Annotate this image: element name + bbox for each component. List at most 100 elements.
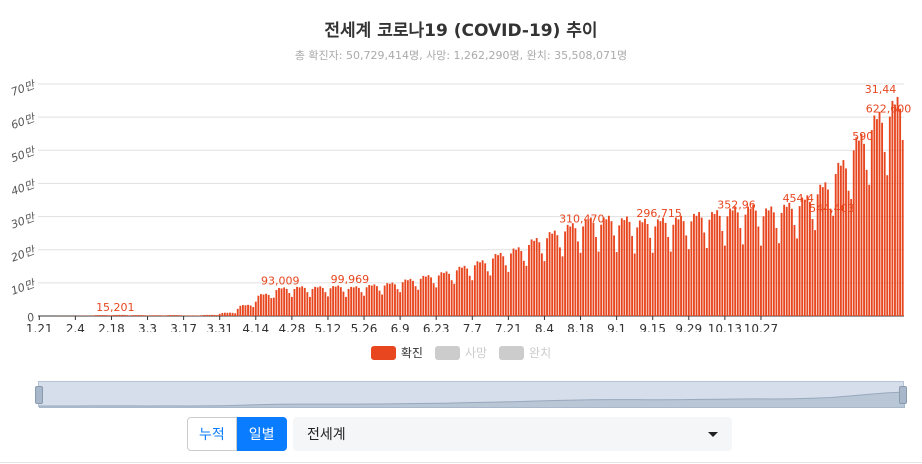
bar-confirmed bbox=[396, 289, 399, 316]
bar-confirmed bbox=[569, 226, 572, 316]
region-select[interactable]: 전세계 bbox=[293, 417, 732, 451]
y-tick-label: 10만 bbox=[9, 277, 38, 298]
bar-confirmed bbox=[618, 225, 621, 316]
bar-confirmed bbox=[432, 283, 435, 316]
bar-confirmed bbox=[272, 297, 275, 316]
bar-confirmed bbox=[504, 265, 507, 316]
legend-swatch-recovered bbox=[499, 345, 525, 360]
bar-confirmed bbox=[378, 290, 381, 316]
data-label: 93,009 bbox=[261, 274, 300, 287]
zoom-end-handle[interactable] bbox=[899, 386, 907, 404]
bar-confirmed bbox=[814, 230, 817, 316]
bar-confirmed bbox=[662, 217, 664, 316]
bar-confirmed bbox=[564, 231, 567, 316]
x-tick-label: 8.18 bbox=[567, 322, 594, 332]
bar-confirmed bbox=[172, 315, 175, 316]
bar-confirmed bbox=[190, 315, 193, 316]
bar-confirmed bbox=[705, 247, 708, 316]
bar-confirmed bbox=[698, 212, 701, 316]
bar-confirmed bbox=[610, 221, 613, 316]
bar-confirmed bbox=[600, 224, 603, 316]
bar-confirmed bbox=[455, 270, 458, 316]
bar-confirmed bbox=[270, 298, 273, 316]
bar-confirmed bbox=[373, 284, 376, 316]
bar-confirmed bbox=[437, 275, 440, 316]
bar-confirmed bbox=[592, 222, 595, 316]
y-tick-label: 20만 bbox=[9, 243, 38, 264]
data-label: 454,4 bbox=[783, 192, 815, 205]
bar-confirmed bbox=[886, 175, 889, 316]
bar-confirmed bbox=[522, 260, 525, 316]
data-label: 99,969 bbox=[331, 273, 370, 286]
bar-confirmed bbox=[819, 184, 822, 316]
bar-confirmed bbox=[244, 305, 247, 316]
bar-confirmed bbox=[538, 242, 541, 316]
bar-confirmed bbox=[102, 315, 105, 316]
bar-confirmed bbox=[584, 219, 587, 316]
bar-confirmed bbox=[674, 217, 677, 316]
data-zoom-slider[interactable] bbox=[35, 381, 907, 408]
bar-confirmed bbox=[138, 315, 141, 316]
bar-confirmed bbox=[223, 312, 226, 316]
bar-confirmed bbox=[780, 212, 783, 316]
bar-confirmed bbox=[262, 294, 265, 316]
bar-confirmed bbox=[491, 258, 494, 316]
bar-confirmed bbox=[713, 213, 716, 316]
cumulative-button[interactable]: 누적 bbox=[187, 417, 237, 451]
bar-confirmed bbox=[808, 201, 811, 316]
x-tick-label: 6.23 bbox=[423, 322, 450, 332]
x-tick-label: 5.12 bbox=[315, 322, 342, 332]
bar-confirmed bbox=[327, 296, 329, 316]
bar-confirmed bbox=[664, 222, 667, 316]
bar-confirmed bbox=[159, 315, 162, 316]
legend-item-recovered[interactable]: 완치 bbox=[499, 344, 551, 361]
bar-confirmed bbox=[386, 283, 389, 316]
bar-confirmed bbox=[97, 315, 100, 316]
bar-confirmed bbox=[443, 273, 445, 316]
data-label: 31,44 bbox=[865, 83, 897, 96]
bar-confirmed bbox=[693, 213, 695, 316]
bar-confirmed bbox=[788, 202, 791, 316]
bar-confirmed bbox=[476, 261, 479, 316]
bar-confirmed bbox=[723, 245, 726, 316]
bar-confirmed bbox=[582, 226, 585, 316]
bar-confirmed bbox=[213, 314, 216, 316]
bar-confirmed bbox=[229, 312, 231, 316]
bar-confirmed bbox=[252, 307, 255, 316]
legend-item-confirmed[interactable]: 확진 bbox=[370, 344, 423, 361]
bar-confirmed bbox=[672, 224, 675, 316]
bar-confirmed bbox=[226, 312, 229, 316]
bar-confirmed bbox=[355, 286, 358, 316]
bar-confirmed bbox=[860, 134, 863, 316]
bar-confirmed bbox=[144, 315, 146, 316]
bar-confirmed bbox=[324, 292, 327, 316]
y-tick-label: 40만 bbox=[9, 177, 38, 198]
bar-confirmed bbox=[406, 280, 409, 316]
bar-confirmed bbox=[894, 104, 896, 316]
bar-confirmed bbox=[832, 215, 835, 316]
bar-confirmed bbox=[427, 275, 430, 316]
bar-confirmed bbox=[754, 210, 757, 316]
bar-confirmed bbox=[497, 255, 499, 316]
region-select-value: 전세계 bbox=[307, 427, 346, 443]
bar-confirmed bbox=[298, 287, 301, 316]
bar-confirmed bbox=[404, 279, 407, 316]
data-label: 622,600 bbox=[866, 103, 912, 116]
daily-button[interactable]: 일별 bbox=[236, 417, 287, 451]
bar-confirmed bbox=[741, 244, 744, 316]
bar-confirmed bbox=[435, 287, 438, 316]
bar-confirmed bbox=[321, 287, 324, 316]
zoom-start-handle[interactable] bbox=[35, 386, 43, 404]
bar-confirmed bbox=[314, 286, 316, 316]
bar-confirmed bbox=[855, 137, 858, 316]
legend-item-deaths[interactable]: 사망 bbox=[434, 344, 487, 361]
bar-confirmed bbox=[801, 197, 804, 316]
bar-confirmed bbox=[790, 208, 793, 316]
bar-confirmed bbox=[391, 282, 394, 316]
bar-confirmed bbox=[120, 314, 123, 316]
bar-confirmed bbox=[329, 288, 332, 316]
bar-confirmed bbox=[535, 238, 538, 316]
bar-confirmed bbox=[254, 301, 257, 316]
bar-confirmed bbox=[677, 219, 680, 316]
bar-confirmed bbox=[811, 219, 814, 316]
